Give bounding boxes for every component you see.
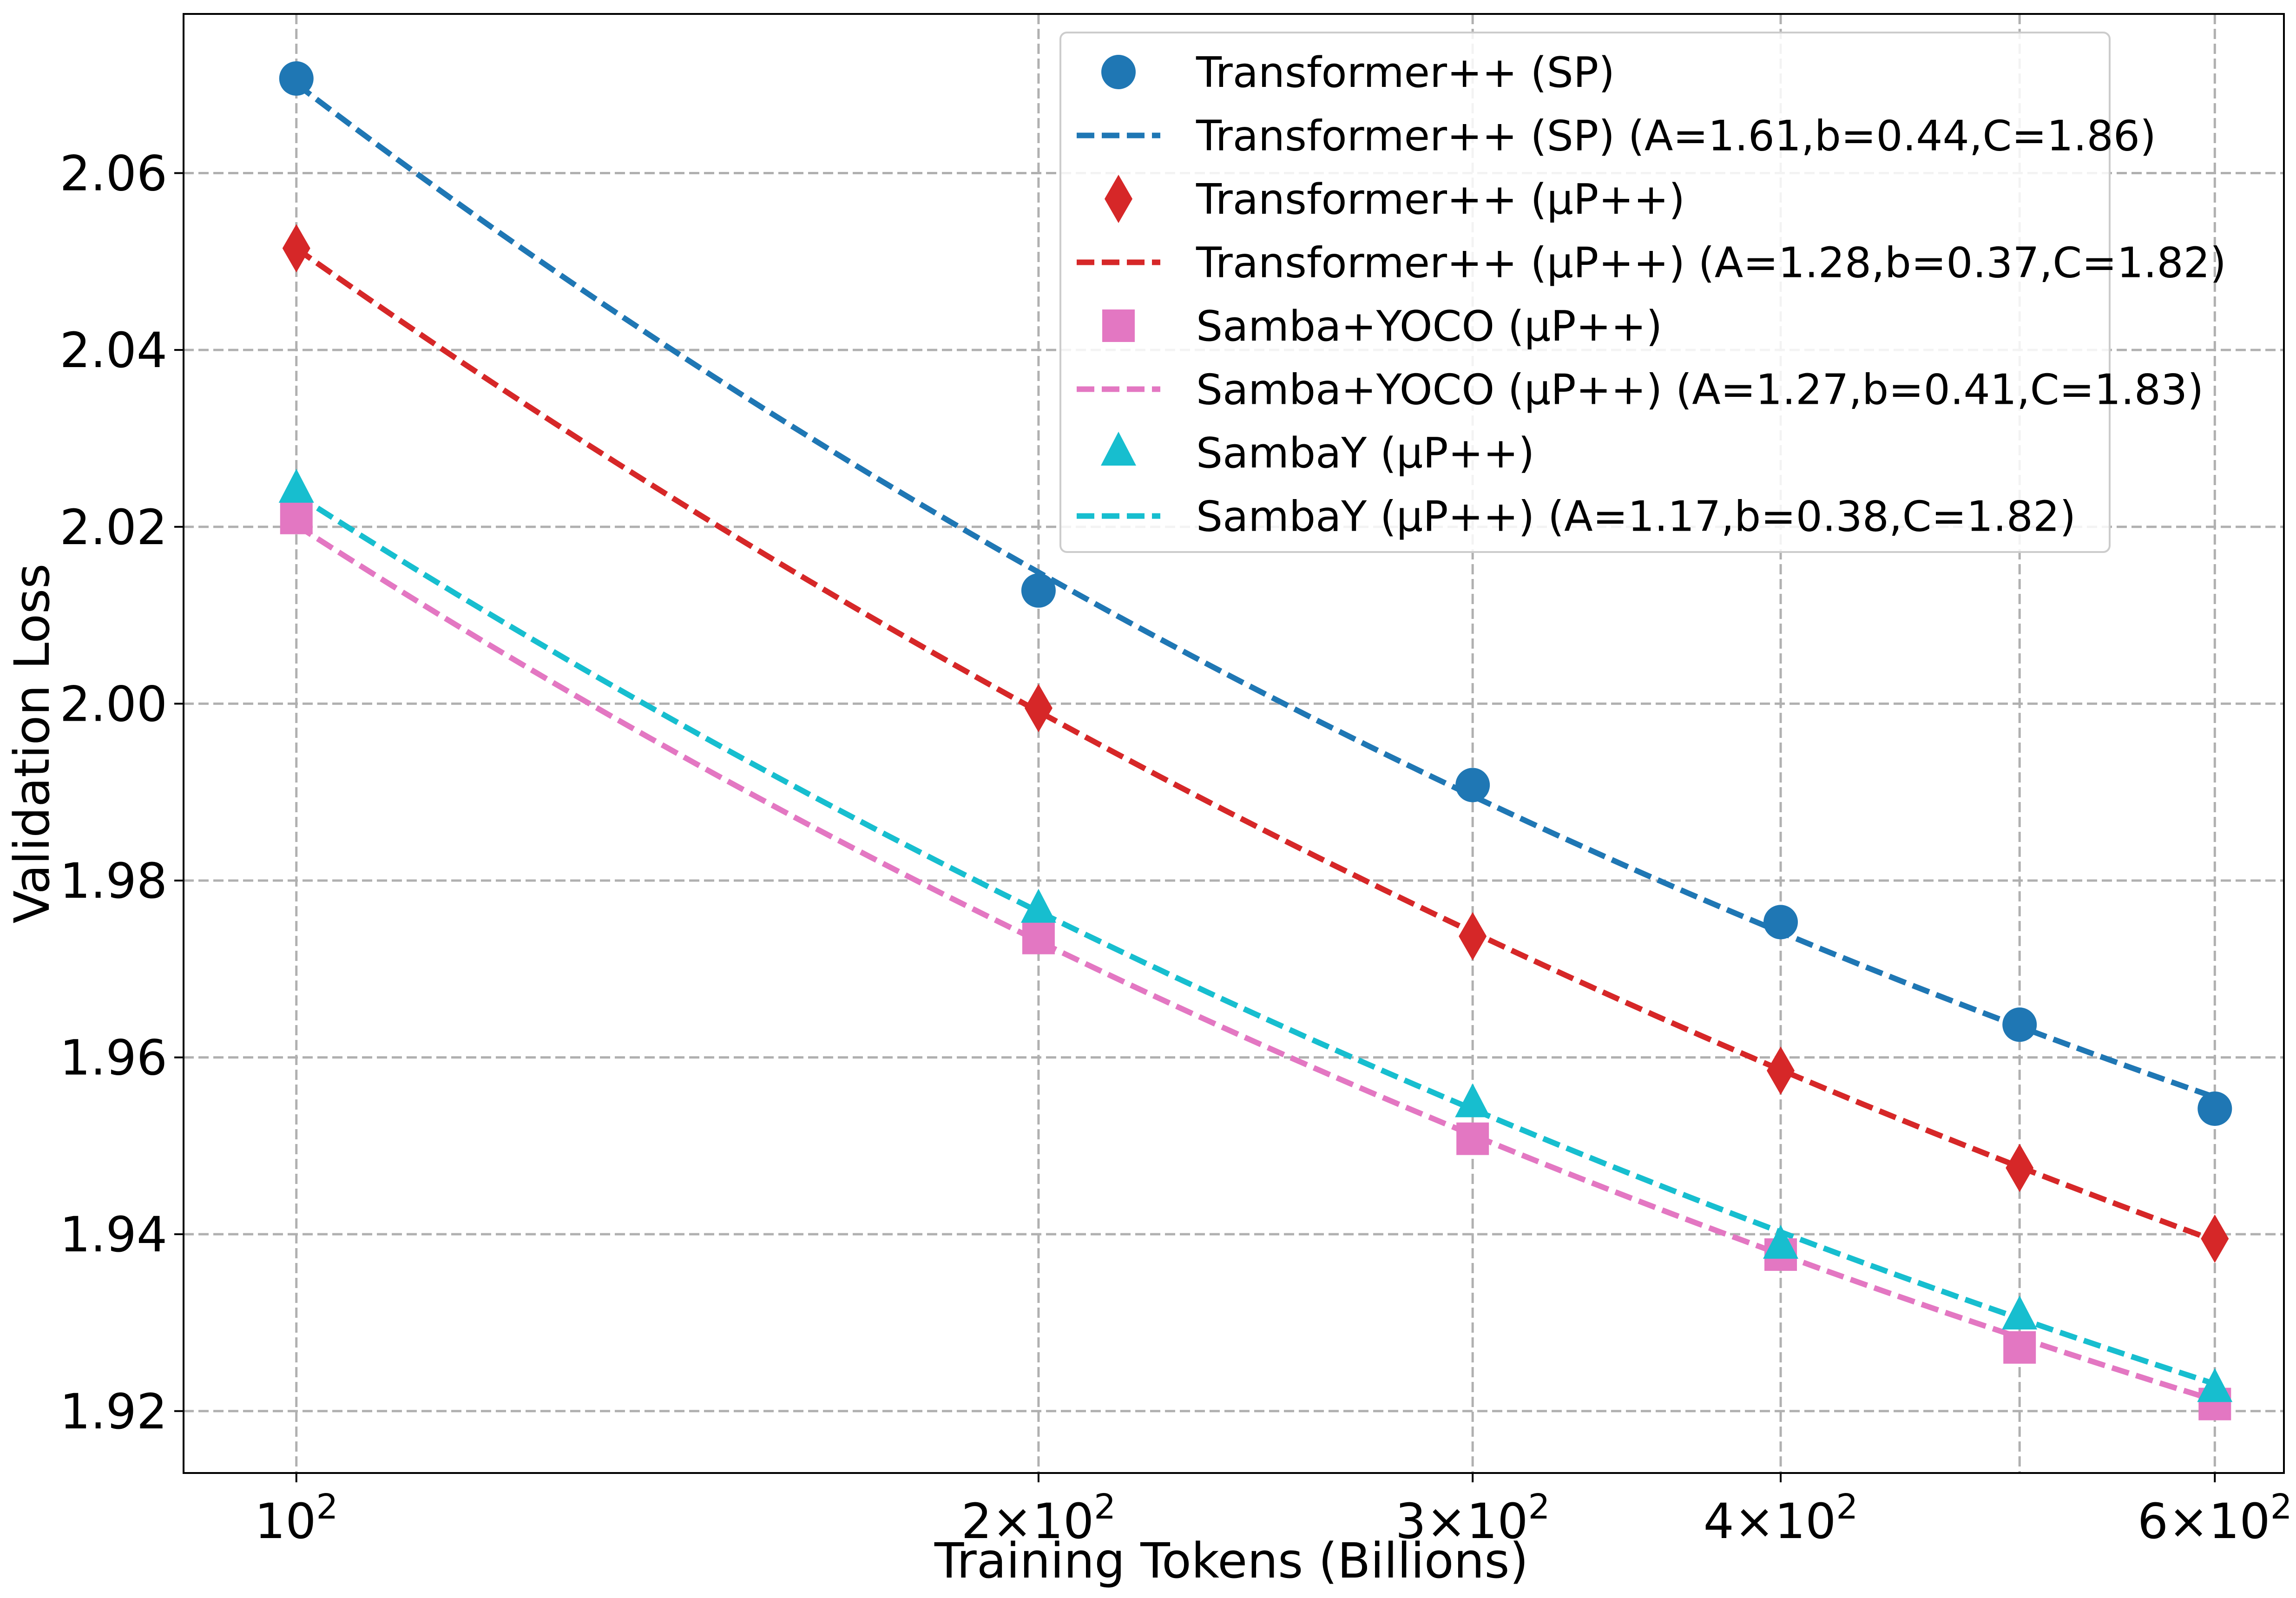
x-ticks: 102 2×102 3×102 4×102 6×102 xyxy=(255,1473,2292,1550)
data-point-3-5 xyxy=(2197,1368,2233,1402)
y-tick-label: 1.98 xyxy=(59,853,167,909)
data-point-3-4 xyxy=(2002,1295,2038,1330)
fit-line-3 xyxy=(295,492,2216,1387)
y-axis-label: Validation Loss xyxy=(4,564,60,924)
legend-label: Transformer++ (µP++) xyxy=(1196,175,1685,224)
legend-label: Samba+YOCO (µP++) xyxy=(1196,302,1662,351)
y-tick-label: 1.96 xyxy=(59,1030,167,1086)
data-point-0-3 xyxy=(1763,905,1798,940)
data-point-0-1 xyxy=(1021,573,1056,608)
data-point-0-0 xyxy=(279,61,314,96)
legend-marker-0 xyxy=(1101,55,1136,89)
x-tick-label: 2×102 xyxy=(961,1487,1116,1550)
data-point-1-5 xyxy=(2201,1214,2229,1263)
data-point-0-2 xyxy=(1455,768,1490,802)
x-tick-label: 4×102 xyxy=(1704,1487,1858,1550)
y-tick-label: 2.02 xyxy=(59,499,167,556)
fit-lines xyxy=(295,81,2216,1403)
data-point-1-3 xyxy=(1767,1046,1795,1095)
data-point-1-0 xyxy=(282,224,310,273)
data-point-3-3 xyxy=(1763,1224,1799,1259)
data-point-1-4 xyxy=(2006,1144,2034,1192)
data-point-1-1 xyxy=(1024,684,1053,732)
data-point-3-1 xyxy=(1020,888,1056,923)
legend-label: Samba+YOCO (µP++) (A=1.27,b=0.41,C=1.83) xyxy=(1196,366,2204,414)
x-tick-label: 102 xyxy=(255,1487,338,1550)
y-tick-label: 1.94 xyxy=(59,1206,167,1263)
data-point-3-0 xyxy=(278,468,314,503)
legend-marker-2 xyxy=(1102,309,1135,342)
y-tick-label: 2.00 xyxy=(59,676,167,732)
y-ticks: 1.92 1.94 1.96 1.98 2.00 2.02 2.04 2.06 xyxy=(59,145,184,1440)
data-point-0-5 xyxy=(2197,1091,2232,1126)
data-points xyxy=(278,61,2233,1420)
legend-marker-1 xyxy=(1105,175,1132,223)
fit-line-1 xyxy=(295,246,2216,1243)
y-tick-label: 2.04 xyxy=(59,322,167,379)
plot-frame xyxy=(183,13,2285,1474)
legend-label: Transformer++ (µP++) (A=1.28,b=0.37,C=1.… xyxy=(1196,239,2226,288)
data-point-2-0 xyxy=(280,501,313,534)
data-point-2-4 xyxy=(2003,1331,2036,1364)
legend-label: Transformer++ (SP) (A=1.61,b=0.44,C=1.86… xyxy=(1196,112,2156,161)
x-axis-label: Training Tokens (Billions) xyxy=(934,1532,1528,1589)
data-point-0-4 xyxy=(2002,1007,2037,1042)
legend: Transformer++ (SP) Transformer++ (SP) (A=… xyxy=(1059,32,2226,553)
x-tick-label: 3×102 xyxy=(1395,1487,1550,1550)
data-point-2-1 xyxy=(1022,921,1055,954)
y-tick-label: 2.06 xyxy=(59,145,167,202)
fit-line-2 xyxy=(295,523,2216,1403)
legend-label: Transformer++ (SP) xyxy=(1196,48,1615,97)
data-point-1-2 xyxy=(1459,912,1487,960)
x-tick-label: 6×102 xyxy=(2138,1487,2292,1550)
legend-box xyxy=(1059,32,2111,553)
data-point-2-2 xyxy=(1456,1122,1489,1155)
legend-label: SambaY (µP++) (A=1.17,b=0.38,C=1.82) xyxy=(1196,493,2076,541)
legend-marker-3 xyxy=(1101,432,1136,466)
legend-label: SambaY (µP++) xyxy=(1196,429,1534,478)
data-point-3-2 xyxy=(1455,1083,1491,1118)
fit-line-0 xyxy=(295,81,2216,1100)
y-tick-label: 1.92 xyxy=(59,1383,167,1440)
